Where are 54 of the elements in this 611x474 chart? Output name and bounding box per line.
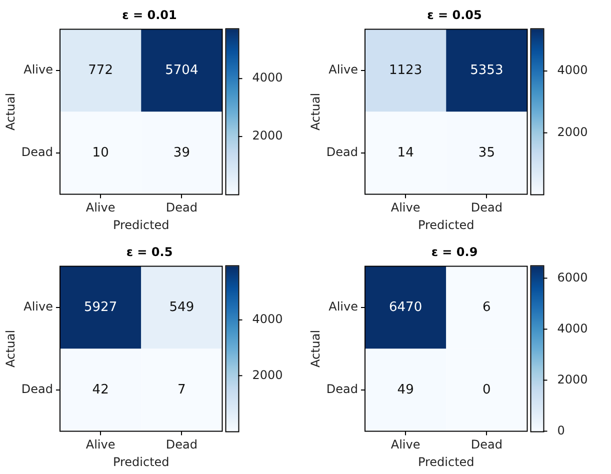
y-axis-title: Actual xyxy=(308,92,322,130)
data-label: 10 xyxy=(92,145,109,160)
y-axis-title: Actual xyxy=(3,92,18,130)
chart-title: ε = 0.5 xyxy=(126,245,173,260)
color-bar-label: 2000 xyxy=(252,128,283,143)
data-label: 5704 xyxy=(165,62,198,78)
data-label: 0 xyxy=(482,382,491,398)
chart-title: ε = 0.01 xyxy=(122,8,177,22)
chart-title: ε = 0.05 xyxy=(427,8,482,22)
y-tick-label: Dead xyxy=(21,382,53,396)
x-axis-title: Predicted xyxy=(418,218,474,232)
color-bar-label: 4000 xyxy=(252,312,283,326)
x-tick-label: Dead xyxy=(470,438,502,452)
data-label: 14 xyxy=(397,145,414,160)
color-bar-label: 4000 xyxy=(557,63,588,78)
x-tick-label: Dead xyxy=(470,200,502,215)
data-label: 5353 xyxy=(470,62,504,78)
color-bar-label: 2000 xyxy=(557,124,588,139)
data-label: 7 xyxy=(178,382,186,398)
y-tick-label: Dead xyxy=(21,145,53,160)
x-tick-label: Alive xyxy=(390,438,420,452)
x-axis-title: Predicted xyxy=(112,454,170,469)
x-tick-label: Dead xyxy=(166,200,198,215)
chart-title: ε = 0.9 xyxy=(431,245,478,260)
x-axis-title: Predicted xyxy=(418,454,474,469)
data-label: 6 xyxy=(482,300,491,315)
y-axis-title: Actual xyxy=(3,330,18,368)
color-bar-label: 6000 xyxy=(557,270,588,284)
color-bar-label: 2000 xyxy=(557,372,588,386)
color-bar-label: 2000 xyxy=(252,368,283,382)
data-label: 35 xyxy=(478,145,495,160)
y-tick-label: Alive xyxy=(24,62,53,77)
x-tick-label: Dead xyxy=(166,438,198,452)
x-tick-label: Alive xyxy=(390,200,420,215)
data-label: 39 xyxy=(173,145,190,160)
x-tick-label: Alive xyxy=(86,438,116,452)
data-label: 42 xyxy=(92,382,109,398)
y-tick-label: Alive xyxy=(328,300,358,314)
x-axis-title: Predicted xyxy=(112,218,170,232)
data-label: 1123 xyxy=(389,62,422,78)
data-label: 772 xyxy=(88,62,113,78)
data-label: 549 xyxy=(169,300,194,315)
y-axis-title: Actual xyxy=(308,330,322,368)
y-tick-label: Alive xyxy=(24,300,53,314)
y-tick-label: Dead xyxy=(326,382,358,396)
color-bar-label: 4000 xyxy=(557,321,588,336)
x-tick-label: Alive xyxy=(86,200,116,215)
data-label: 6470 xyxy=(389,300,422,315)
color-bar-label: 4000 xyxy=(252,70,283,85)
y-tick-label: Dead xyxy=(326,145,358,160)
y-tick-label: Alive xyxy=(328,62,358,77)
data-label: 5927 xyxy=(84,300,118,315)
data-label: 49 xyxy=(397,382,414,398)
color-bar-label: 0 xyxy=(557,423,565,438)
